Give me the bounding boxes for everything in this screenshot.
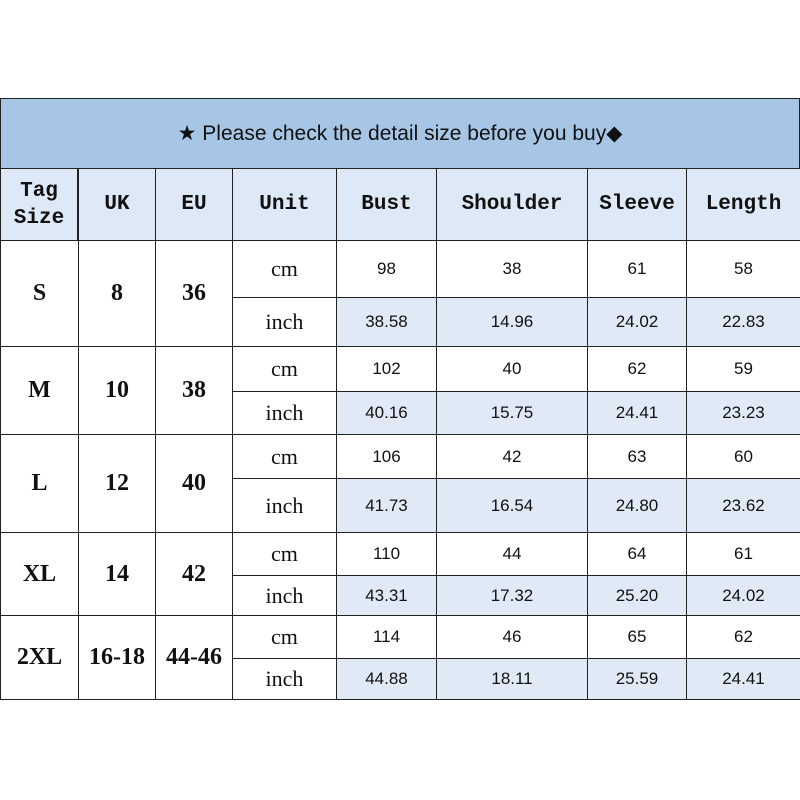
- eu-size: 44-46: [155, 615, 233, 700]
- measurement: 62: [587, 346, 687, 392]
- tag-size: XL: [0, 532, 79, 616]
- uk-size: 16-18: [78, 615, 156, 700]
- tag-size: L: [0, 434, 79, 533]
- measurement: 23.62: [686, 478, 800, 533]
- uk-size: 10: [78, 346, 156, 435]
- measurement: 24.02: [587, 297, 687, 347]
- measurement: 23.23: [686, 391, 800, 435]
- measurement: 110: [336, 532, 437, 576]
- tag-size: S: [0, 240, 79, 347]
- measurement: 106: [336, 434, 437, 479]
- measurement: 24.41: [587, 391, 687, 435]
- unit: inch: [232, 658, 337, 700]
- unit: inch: [232, 297, 337, 347]
- measurement: 62: [686, 615, 800, 659]
- title: ★ Please check the detail size before yo…: [0, 98, 800, 169]
- unit: inch: [232, 478, 337, 533]
- measurement: 60: [686, 434, 800, 479]
- eu-size: 38: [155, 346, 233, 435]
- measurement: 44: [436, 532, 588, 576]
- measurement: 58: [686, 240, 800, 298]
- measurement: 14.96: [436, 297, 588, 347]
- header-cell: Unit: [232, 168, 337, 241]
- measurement: 65: [587, 615, 687, 659]
- measurement: 61: [686, 532, 800, 576]
- header-cell: Shoulder: [436, 168, 588, 241]
- header-cell: Tag Size: [0, 168, 78, 241]
- header-cell: Bust: [336, 168, 437, 241]
- header-cell: Length: [686, 168, 800, 241]
- measurement: 42: [436, 434, 588, 479]
- tag-size: M: [0, 346, 79, 435]
- header-cell: Sleeve: [587, 168, 687, 241]
- size-table: ★ Please check the detail size before yo…: [0, 98, 800, 700]
- measurement: 38: [436, 240, 588, 298]
- measurement: 15.75: [436, 391, 588, 435]
- header-cell: EU: [155, 168, 233, 241]
- measurement: 18.11: [436, 658, 588, 700]
- eu-size: 40: [155, 434, 233, 533]
- unit: cm: [232, 346, 337, 392]
- measurement: 24.02: [686, 575, 800, 616]
- header-cell: UK: [78, 168, 156, 241]
- uk-size: 8: [78, 240, 156, 347]
- unit: cm: [232, 615, 337, 659]
- uk-size: 12: [78, 434, 156, 533]
- measurement: 102: [336, 346, 437, 392]
- measurement: 17.32: [436, 575, 588, 616]
- measurement: 16.54: [436, 478, 588, 533]
- tag-size: 2XL: [0, 615, 79, 700]
- measurement: 63: [587, 434, 687, 479]
- uk-size: 14: [78, 532, 156, 616]
- measurement: 59: [686, 346, 800, 392]
- measurement: 46: [436, 615, 588, 659]
- measurement: 98: [336, 240, 437, 298]
- measurement: 40: [436, 346, 588, 392]
- unit: cm: [232, 434, 337, 479]
- measurement: 24.80: [587, 478, 687, 533]
- unit: cm: [232, 240, 337, 298]
- unit: inch: [232, 575, 337, 616]
- unit: inch: [232, 391, 337, 435]
- measurement: 61: [587, 240, 687, 298]
- unit: cm: [232, 532, 337, 576]
- eu-size: 42: [155, 532, 233, 616]
- measurement: 25.59: [587, 658, 687, 700]
- measurement: 22.83: [686, 297, 800, 347]
- measurement: 44.88: [336, 658, 437, 700]
- measurement: 25.20: [587, 575, 687, 616]
- measurement: 114: [336, 615, 437, 659]
- measurement: 41.73: [336, 478, 437, 533]
- measurement: 38.58: [336, 297, 437, 347]
- measurement: 64: [587, 532, 687, 576]
- eu-size: 36: [155, 240, 233, 347]
- measurement: 40.16: [336, 391, 437, 435]
- measurement: 43.31: [336, 575, 437, 616]
- measurement: 24.41: [686, 658, 800, 700]
